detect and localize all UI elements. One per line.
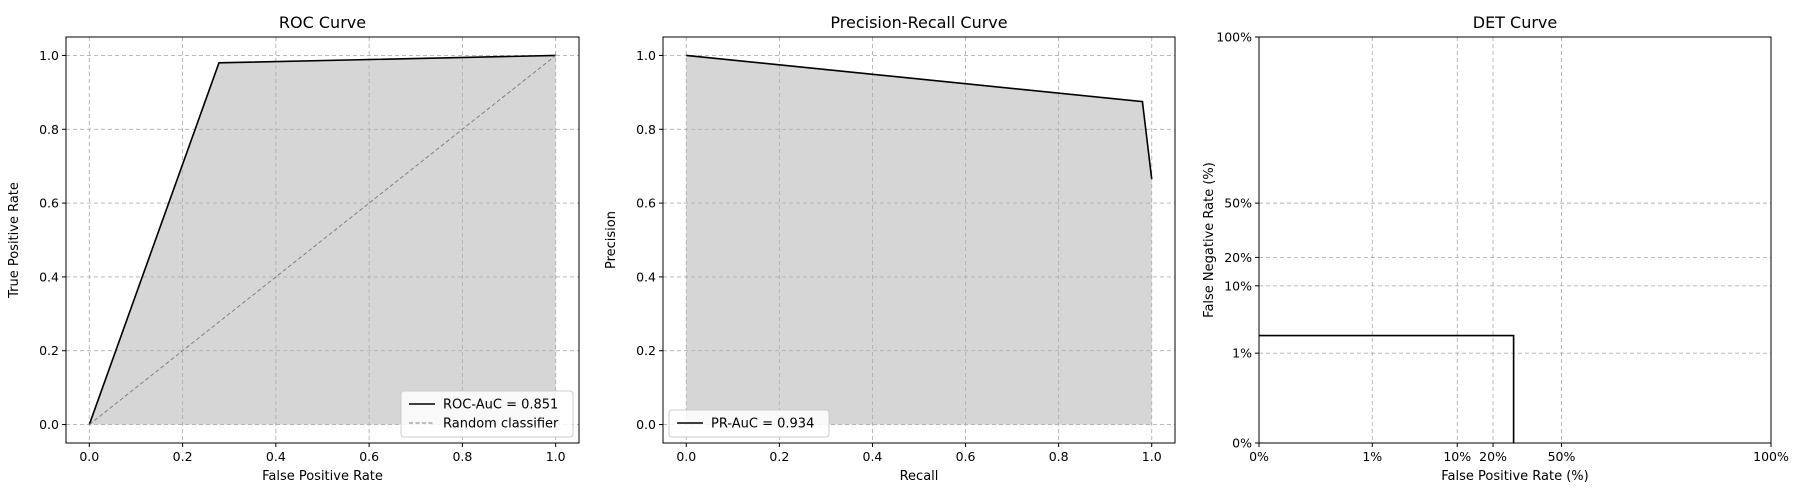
chart-1-ytick-label-3: 0.6 bbox=[39, 196, 59, 211]
chart-2-xtick-label-5: 1.0 bbox=[1142, 449, 1162, 464]
chart-2-ytick-label-2: 0.4 bbox=[636, 269, 656, 284]
chart-1-ytick-label-2: 0.4 bbox=[39, 269, 59, 284]
chart-1-ytick-label-5: 1.0 bbox=[39, 48, 59, 63]
chart-2-ylabel: Precision bbox=[604, 211, 619, 269]
chart-3-series-line-1 bbox=[1259, 334, 1515, 443]
chart-3-ytick-label-2: 10% bbox=[1224, 278, 1252, 293]
chart-1-ytick-label-0: 0.0 bbox=[39, 417, 59, 432]
chart-1-xtick-label-0: 0.0 bbox=[79, 449, 99, 464]
chart-3-xtick-label-2: 10% bbox=[1443, 449, 1471, 464]
chart-3-ytick-label-1: 1% bbox=[1232, 346, 1252, 361]
chart-1-ytick-label-1: 0.2 bbox=[39, 343, 59, 358]
chart-2-xtick-label-3: 0.6 bbox=[956, 449, 976, 464]
chart-3-xtick-label-3: 20% bbox=[1479, 449, 1507, 464]
chart-2-ytick-label-0: 0.0 bbox=[636, 417, 656, 432]
chart-2-ytick-label-4: 0.8 bbox=[636, 122, 656, 137]
chart-3-ytick-label-3: 20% bbox=[1224, 250, 1252, 265]
chart-1-ytick-label-4: 0.8 bbox=[39, 122, 59, 137]
chart-3-ytick-label-4: 50% bbox=[1224, 196, 1252, 211]
chart-2-ytick-label-5: 1.0 bbox=[636, 48, 656, 63]
chart-3-ylabel: False Negative Rate (%) bbox=[1202, 162, 1217, 318]
chart-2-xtick-label-0: 0.0 bbox=[676, 449, 696, 464]
chart-2-xtick-label-4: 0.8 bbox=[1049, 449, 1069, 464]
chart-1-legend-label-1: ROC-AuC = 0.851 bbox=[443, 398, 558, 413]
chart-3-xtick-label-0: 0% bbox=[1249, 449, 1269, 464]
chart-2-title: Precision-Recall Curve bbox=[830, 13, 1007, 32]
chart-1-xtick-label-5: 1.0 bbox=[546, 449, 566, 464]
chart-2-xlabel: Recall bbox=[900, 469, 939, 484]
chart-1-series-line-2 bbox=[89, 55, 556, 425]
chart-2-series-line-1 bbox=[686, 54, 1153, 180]
chart-3-plot-frame bbox=[1258, 36, 1772, 444]
chart-1-title: ROC Curve bbox=[279, 13, 366, 32]
chart-3-xlabel: False Positive Rate (%) bbox=[1441, 469, 1588, 484]
chart-2-xtick-label-1: 0.2 bbox=[769, 449, 789, 464]
chart-1-xtick-label-4: 0.8 bbox=[452, 449, 472, 464]
chart-1-ylabel: True Positive Rate bbox=[7, 182, 22, 299]
chart-2-area-fill-1 bbox=[686, 55, 1152, 425]
chart-2-plot-frame bbox=[662, 36, 1176, 444]
chart-3-title: DET Curve bbox=[1473, 13, 1558, 32]
chart-3-ytick-label-0: 0% bbox=[1232, 436, 1252, 451]
chart-1-series-line-1 bbox=[88, 54, 556, 425]
chart-2-xtick-label-2: 0.4 bbox=[863, 449, 883, 464]
chart-3-ytick-label-5: 100% bbox=[1216, 30, 1252, 45]
chart-2-legend-box bbox=[668, 409, 830, 438]
chart-1-xtick-label-3: 0.6 bbox=[359, 449, 379, 464]
chart-3-xtick-label-4: 50% bbox=[1548, 449, 1576, 464]
chart-3-xtick-label-1: 1% bbox=[1362, 449, 1382, 464]
chart-2-ytick-label-1: 0.2 bbox=[636, 343, 656, 358]
chart-3-xtick-label-5: 100% bbox=[1753, 449, 1789, 464]
chart-1-legend-box bbox=[400, 390, 574, 438]
chart-1-legend-label-2: Random classifier bbox=[443, 417, 559, 432]
chart-1-plot-frame bbox=[65, 36, 580, 444]
chart-1-area-fill-1 bbox=[89, 55, 556, 425]
chart-2-legend-label-1: PR-AuC = 0.934 bbox=[711, 417, 814, 432]
chart-1-xtick-label-2: 0.4 bbox=[266, 449, 286, 464]
chart-2-ytick-label-3: 0.6 bbox=[636, 196, 656, 211]
chart-1-xlabel: False Positive Rate bbox=[262, 469, 383, 484]
chart-1-xtick-label-1: 0.2 bbox=[173, 449, 193, 464]
